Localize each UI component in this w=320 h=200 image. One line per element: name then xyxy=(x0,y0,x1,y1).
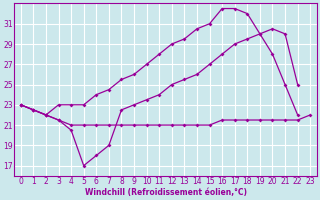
X-axis label: Windchill (Refroidissement éolien,°C): Windchill (Refroidissement éolien,°C) xyxy=(84,188,246,197)
